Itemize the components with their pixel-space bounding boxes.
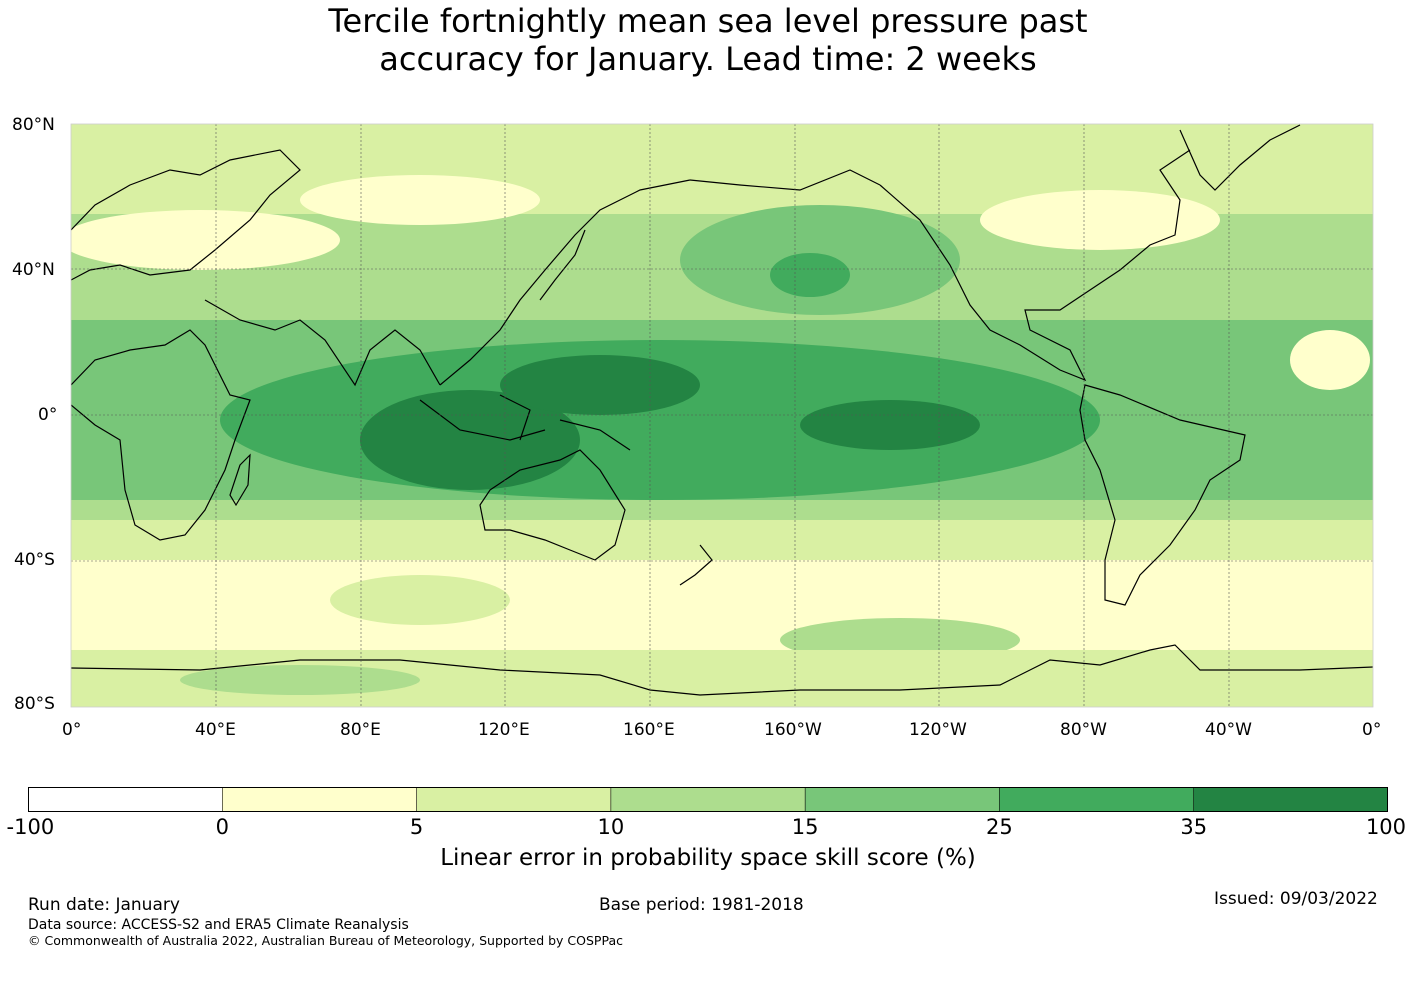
coast-europe <box>71 149 301 281</box>
base-period: Base period: 1981-2018 <box>599 895 804 915</box>
coast-eastasia <box>439 179 691 386</box>
lon-label-120e: 120°E <box>478 720 530 740</box>
coast-africa <box>71 329 251 541</box>
coast-alaska <box>689 169 881 191</box>
colorbar-segment <box>28 787 223 812</box>
copyright: © Commonwealth of Australia 2022, Austra… <box>28 933 623 948</box>
colorbar-tick-label: -100 <box>6 815 55 839</box>
colorbar-tick-label: 0 <box>215 815 229 839</box>
gridlines <box>71 124 1373 707</box>
colorbar-segment <box>999 787 1195 812</box>
data-source: Data source: ACCESS-S2 and ERA5 Climate … <box>28 917 409 933</box>
lon-label-80w: 80°W <box>1060 720 1107 740</box>
colorbar <box>28 787 1388 812</box>
title-line-1: Tercile fortnightly mean sea level press… <box>328 2 1088 40</box>
title-line-2: accuracy for January. Lead time: 2 weeks <box>379 40 1037 78</box>
lon-label-40e: 40°E <box>195 720 236 740</box>
coast-arabia-india <box>204 299 441 387</box>
lon-label-0-right: 0° <box>1362 720 1382 740</box>
colorbar-segment <box>1193 787 1388 812</box>
lat-label-80s: 80°S <box>14 694 55 714</box>
field-south-transition <box>71 520 1373 560</box>
colorbar-tick-label: 15 <box>791 815 819 839</box>
coast-japan <box>539 229 586 301</box>
colorbar-frame <box>28 787 1388 812</box>
field-namerica-low <box>980 190 1220 250</box>
lat-label-80n: 80°N <box>12 115 55 135</box>
coast-antarctica <box>71 644 1373 696</box>
colorbar-segment <box>416 787 612 812</box>
field-cpacific <box>800 400 980 450</box>
field-southern-ocean <box>71 560 1373 650</box>
skill-map <box>70 123 1374 708</box>
colorbar-segment <box>222 787 418 812</box>
coast-newzealand <box>679 544 713 586</box>
lon-label-120w: 120°W <box>909 720 967 740</box>
field-npacific-core <box>770 253 850 297</box>
colorbar-tick-label: 25 <box>986 815 1013 839</box>
lon-label-40w: 40°W <box>1205 720 1252 740</box>
field-so-patch1 <box>330 575 510 625</box>
lon-label-80e: 80°E <box>340 720 381 740</box>
colorbar-label: Linear error in probability space skill … <box>440 845 976 871</box>
coast-australia <box>479 449 626 561</box>
lon-label-0-left: 0° <box>62 720 82 740</box>
colorbar-tick-label: 10 <box>597 815 625 839</box>
coast-madagascar <box>229 453 251 507</box>
colorbar-segment <box>610 787 806 812</box>
coast-greenland <box>1179 124 1301 191</box>
colorbar-segment <box>805 787 1000 812</box>
colorbar-tick-label: 35 <box>1180 815 1208 839</box>
coast-namerica <box>879 149 1191 382</box>
lat-label-0: 0° <box>38 405 58 425</box>
run-date: Run date: January <box>28 895 180 915</box>
lat-label-40s: 40°S <box>14 550 55 570</box>
lat-label-40n: 40°N <box>12 260 55 280</box>
field-antarctic-patch <box>180 665 420 695</box>
coast-samerica <box>1079 384 1246 606</box>
field-nafrica-coast <box>1290 330 1370 390</box>
map-frame <box>70 123 1374 708</box>
colorbar-tick-label: 100 <box>1365 815 1407 839</box>
map-title: Tercile fortnightly mean sea level press… <box>0 2 1416 78</box>
field-siberia-low <box>300 175 540 225</box>
lon-label-160e: 160°E <box>623 720 675 740</box>
field-europe-low <box>71 210 340 270</box>
field-wpacific <box>500 355 700 415</box>
coastlines <box>71 124 1373 696</box>
issued-date: Issued: 09/03/2022 <box>1214 889 1378 909</box>
lon-label-160w: 160°W <box>764 720 822 740</box>
colorbar-tick-label: 5 <box>409 815 424 839</box>
